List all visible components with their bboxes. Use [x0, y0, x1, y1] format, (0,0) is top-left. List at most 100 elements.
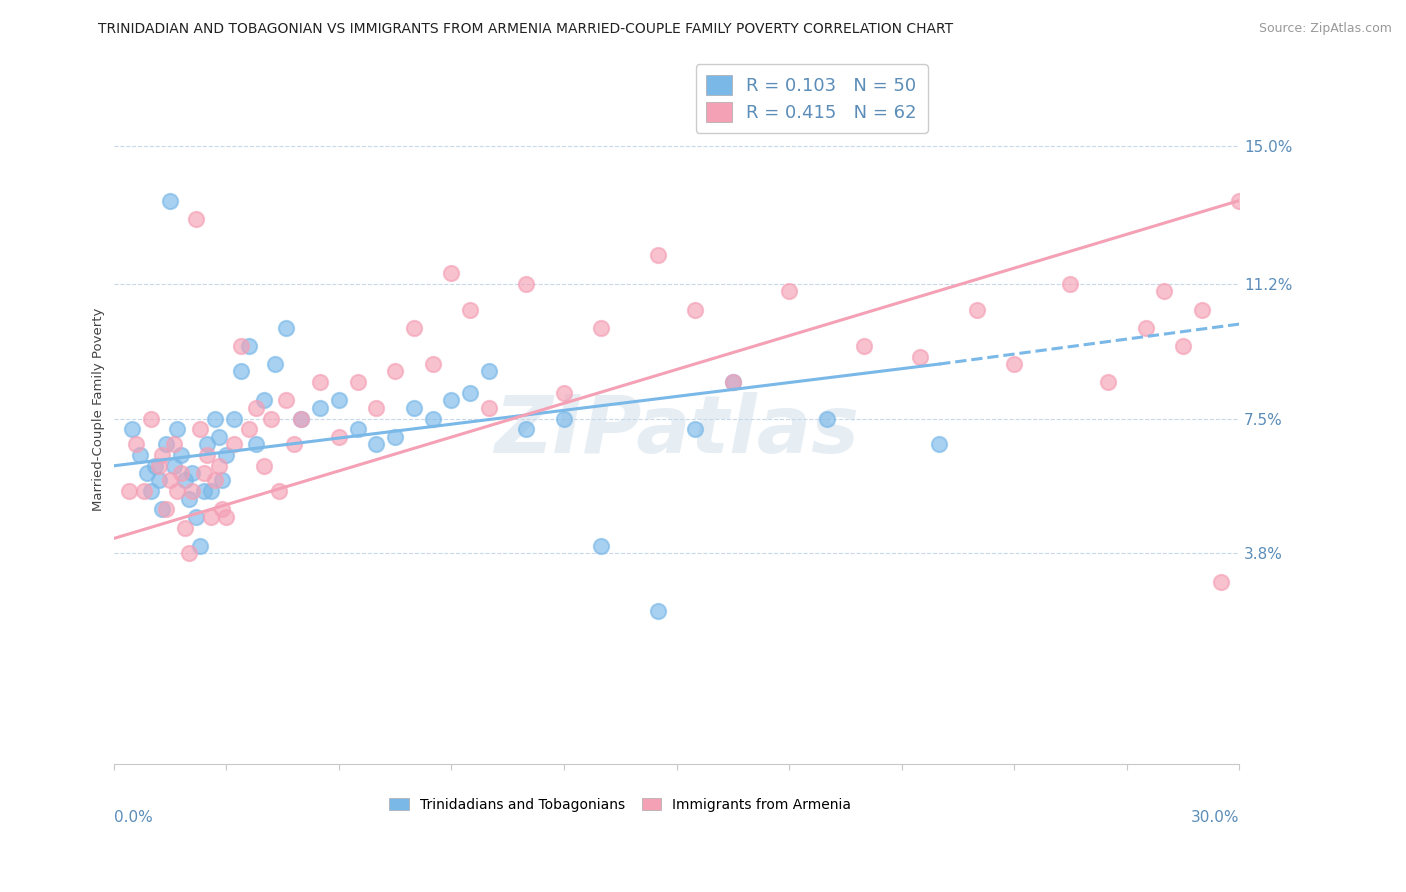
- Point: [163, 458, 186, 473]
- Point: [193, 484, 215, 499]
- Point: [152, 448, 174, 462]
- Point: [170, 448, 193, 462]
- Point: [1135, 320, 1157, 334]
- Point: [253, 393, 276, 408]
- Point: [222, 437, 245, 451]
- Point: [211, 502, 233, 516]
- Point: [264, 357, 287, 371]
- Point: [129, 448, 152, 462]
- Point: [309, 401, 332, 415]
- Point: [384, 364, 406, 378]
- Point: [328, 393, 350, 408]
- Point: [309, 376, 332, 390]
- Point: [143, 458, 166, 473]
- Text: ZIPatlas: ZIPatlas: [494, 392, 859, 470]
- Point: [188, 422, 211, 436]
- Point: [174, 474, 197, 488]
- Point: [366, 437, 388, 451]
- Point: [211, 474, 233, 488]
- Point: [118, 484, 141, 499]
- Point: [170, 466, 193, 480]
- Point: [366, 401, 388, 415]
- Point: [591, 320, 613, 334]
- Point: [553, 411, 575, 425]
- Point: [290, 411, 312, 425]
- Point: [197, 448, 219, 462]
- Point: [186, 211, 208, 226]
- Point: [478, 401, 501, 415]
- Point: [422, 411, 444, 425]
- Point: [193, 466, 215, 480]
- Point: [204, 411, 226, 425]
- Legend: Trinidadians and Tobagonians, Immigrants from Armenia: Trinidadians and Tobagonians, Immigrants…: [384, 792, 856, 817]
- Point: [166, 422, 188, 436]
- Point: [132, 484, 155, 499]
- Point: [515, 277, 537, 292]
- Point: [910, 350, 932, 364]
- Point: [458, 386, 481, 401]
- Point: [478, 364, 501, 378]
- Point: [815, 411, 838, 425]
- Point: [177, 491, 200, 506]
- Point: [966, 302, 988, 317]
- Text: TRINIDADIAN AND TOBAGONIAN VS IMMIGRANTS FROM ARMENIA MARRIED-COUPLE FAMILY POVE: TRINIDADIAN AND TOBAGONIAN VS IMMIGRANTS…: [98, 22, 953, 37]
- Point: [148, 458, 170, 473]
- Point: [1002, 357, 1025, 371]
- Point: [276, 320, 298, 334]
- Point: [283, 437, 305, 451]
- Y-axis label: Married-Couple Family Poverty: Married-Couple Family Poverty: [93, 308, 105, 511]
- Point: [148, 474, 170, 488]
- Point: [152, 502, 174, 516]
- Point: [384, 430, 406, 444]
- Point: [155, 437, 177, 451]
- Point: [188, 539, 211, 553]
- Point: [174, 520, 197, 534]
- Point: [215, 448, 238, 462]
- Point: [1171, 339, 1194, 353]
- Point: [1191, 302, 1213, 317]
- Point: [683, 422, 706, 436]
- Point: [346, 422, 368, 436]
- Point: [1153, 285, 1175, 299]
- Point: [231, 364, 253, 378]
- Point: [276, 393, 298, 408]
- Point: [245, 437, 267, 451]
- Point: [197, 437, 219, 451]
- Point: [721, 376, 744, 390]
- Point: [515, 422, 537, 436]
- Point: [778, 285, 800, 299]
- Point: [222, 411, 245, 425]
- Point: [200, 509, 222, 524]
- Point: [208, 458, 231, 473]
- Point: [683, 302, 706, 317]
- Point: [208, 430, 231, 444]
- Point: [215, 509, 238, 524]
- Point: [647, 248, 669, 262]
- Point: [721, 376, 744, 390]
- Point: [141, 484, 163, 499]
- Point: [346, 376, 368, 390]
- Point: [1059, 277, 1081, 292]
- Point: [647, 604, 669, 618]
- Point: [125, 437, 148, 451]
- Point: [260, 411, 283, 425]
- Point: [159, 194, 181, 208]
- Point: [1209, 575, 1232, 590]
- Point: [853, 339, 876, 353]
- Point: [440, 393, 463, 408]
- Point: [200, 484, 222, 499]
- Point: [1227, 194, 1250, 208]
- Point: [245, 401, 267, 415]
- Point: [328, 430, 350, 444]
- Point: [440, 266, 463, 280]
- Point: [253, 458, 276, 473]
- Point: [553, 386, 575, 401]
- Point: [181, 484, 204, 499]
- Text: 0.0%: 0.0%: [114, 810, 152, 825]
- Point: [163, 437, 186, 451]
- Point: [121, 422, 143, 436]
- Text: Source: ZipAtlas.com: Source: ZipAtlas.com: [1258, 22, 1392, 36]
- Point: [177, 546, 200, 560]
- Point: [402, 320, 425, 334]
- Point: [238, 339, 260, 353]
